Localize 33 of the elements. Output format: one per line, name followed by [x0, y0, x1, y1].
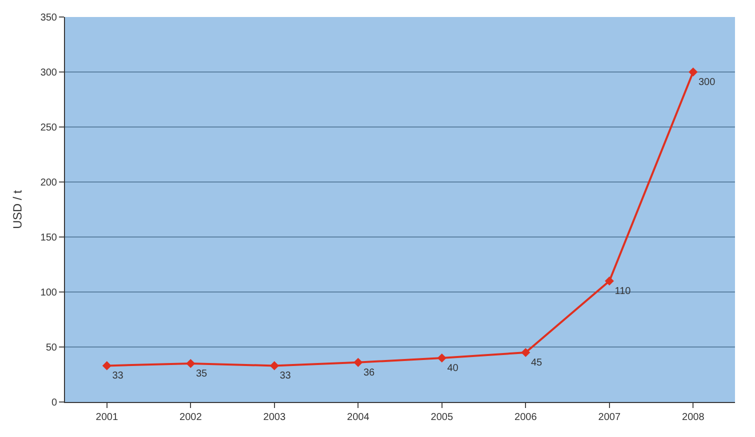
data-label: 35: [196, 368, 208, 380]
data-label: 110: [614, 286, 632, 297]
y-tick-label: 100: [40, 288, 58, 298]
data-label: 36: [364, 367, 376, 378]
x-tick-label: 2004: [347, 412, 370, 423]
y-axis-title: USD / t: [10, 190, 25, 229]
x-tick-label: 2003: [263, 412, 286, 423]
point: [102, 361, 112, 370]
point: [186, 358, 196, 368]
x-tick-label: 2001: [96, 412, 118, 423]
data-label: 33: [280, 370, 292, 382]
point: [437, 353, 446, 363]
y-tick-label: 0: [51, 398, 58, 408]
x-tick-label: 2008: [682, 412, 705, 423]
y-tick-label: 50: [46, 342, 58, 354]
y-tick-label: 250: [40, 122, 58, 134]
x-tick-label: 2007: [598, 412, 621, 423]
data-label: 300: [698, 76, 716, 88]
y-tick-label: 350: [40, 12, 58, 24]
point: [521, 348, 530, 358]
y-tick-label: 200: [40, 178, 58, 188]
point: [354, 358, 363, 367]
x-tick-label: 2006: [514, 412, 538, 423]
point: [688, 67, 698, 77]
x-tick-label: 2005: [430, 412, 454, 423]
point: [270, 361, 279, 370]
x-tick-label: 2002: [180, 412, 202, 423]
point: [604, 276, 614, 286]
y-tick-label: 150: [40, 232, 58, 244]
data-label: 40: [447, 362, 459, 374]
y-tick-label: 300: [40, 68, 58, 78]
data-label: 45: [531, 357, 543, 368]
data-label: 33: [112, 370, 124, 382]
